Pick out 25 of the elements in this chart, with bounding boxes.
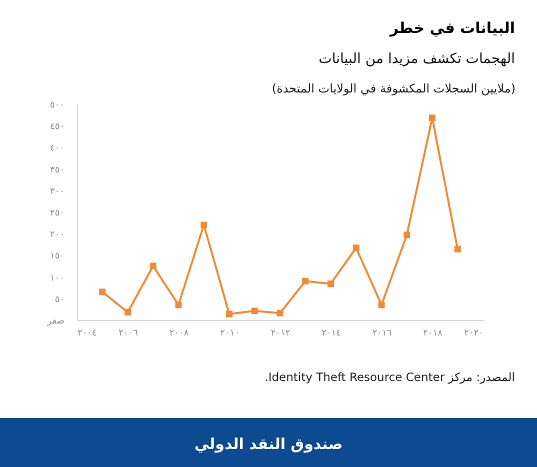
x-tick-label: ٢٠٢٠ [464,328,484,338]
x-tick-label: ٢٠٠٦ [118,328,138,338]
y-tick-label: ٣٠٠ [50,186,64,197]
x-tick-label: ٢٠١٨ [423,328,443,338]
x-tick-label: ٢٠٠٤ [78,328,97,338]
y-tick-label: ٢٠٠ [50,230,64,240]
y-axis-title: (ملايين السجلات المكشوفة في الولايات المتحدة) [272,82,516,96]
x-tick-label: ٢٠١٢ [270,328,290,338]
text: صندوق النقد الدولي [194,435,343,453]
y-tick-label: صفر [46,316,64,326]
y-tick-label: ٥٠٠ [50,100,64,110]
y-tick-label: ٤٥٠ [50,122,64,132]
x-tick-label: ٢٠٠٨ [169,328,189,338]
chart-subtitle: الهجمات تكشف مزيدا من البيانات [318,51,515,67]
y-tick-label: ١٠٠ [50,273,64,284]
y-tick-label: ١٥٠ [50,252,64,262]
x-tick-label: ٢٠١٦ [372,328,392,338]
y-tick-label: ٣٥٠ [50,165,64,176]
y-tick-label: ٥٠ [54,294,64,305]
x-tick-label: ٢٠١٠ [220,328,240,338]
text: المصدر: مركز Identity Theft Resource Center. [264,370,515,384]
chart-title: البيانات في خطر [388,19,515,37]
x-tick-label: ٢٠١٤ [322,328,342,338]
y-tick-label: ٤٠٠ [50,144,64,154]
y-tick-label: ٢٥٠ [50,208,64,218]
